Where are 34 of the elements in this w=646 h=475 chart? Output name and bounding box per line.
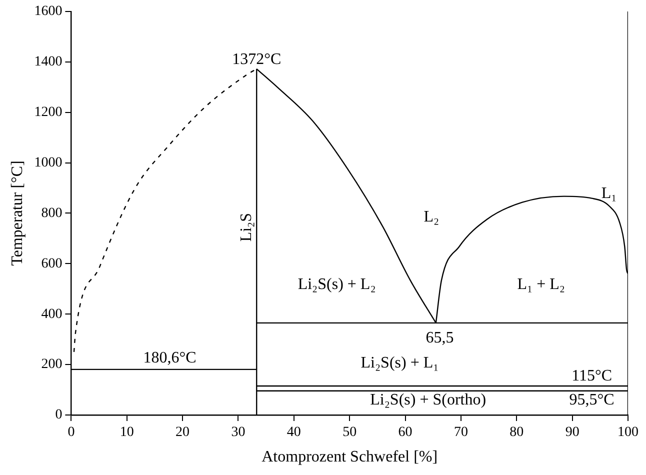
- x-tick-label: 80: [510, 425, 524, 440]
- x-tick-label: 10: [120, 425, 134, 440]
- annotation: 95,5°C: [569, 392, 614, 409]
- annotation: L₂: [424, 208, 440, 226]
- x-tick-label: 90: [565, 425, 580, 440]
- annotation: Li₂S(s) + S(ortho): [370, 392, 486, 409]
- annotation: L₁ + L₂: [517, 276, 566, 294]
- annotation: 65,5: [426, 330, 454, 347]
- annotation: L₁: [601, 185, 617, 202]
- y-tick-label: 1200: [34, 104, 62, 120]
- annotation: Li₂S: [238, 212, 255, 242]
- y-tick-label: 1600: [34, 4, 62, 20]
- x-tick-label: 50: [342, 425, 357, 440]
- y-tick-label: 1000: [34, 155, 62, 170]
- x-tick-label: 40: [286, 425, 301, 440]
- y-tick-label: 400: [41, 306, 62, 322]
- x-tick-label: 100: [618, 425, 638, 440]
- x-tick-label: 0: [68, 425, 75, 440]
- x-tick-label: 20: [176, 425, 190, 440]
- x-tick-label: 70: [454, 425, 468, 440]
- y-tick-label: 800: [41, 206, 62, 221]
- y-tick-label: 1400: [34, 54, 62, 70]
- annotation: Li₂S(s) + L₂: [298, 276, 376, 294]
- annotation: 180,6°C: [143, 350, 196, 367]
- x-axis-title: Atomprozent Schwefel [%]: [262, 448, 438, 466]
- annotation: Li₂S(s) + L₁: [360, 354, 439, 372]
- x-tick-label: 60: [398, 425, 412, 440]
- annotation: 115°C: [572, 367, 612, 384]
- y-tick-label: 200: [41, 357, 62, 372]
- annotation: 1372°C: [232, 51, 282, 68]
- y-tick-label: 0: [55, 408, 62, 423]
- y-tick-label: 600: [41, 256, 62, 272]
- y-axis-title: Temperatur [°C]: [8, 160, 26, 266]
- x-tick-label: 30: [231, 425, 246, 440]
